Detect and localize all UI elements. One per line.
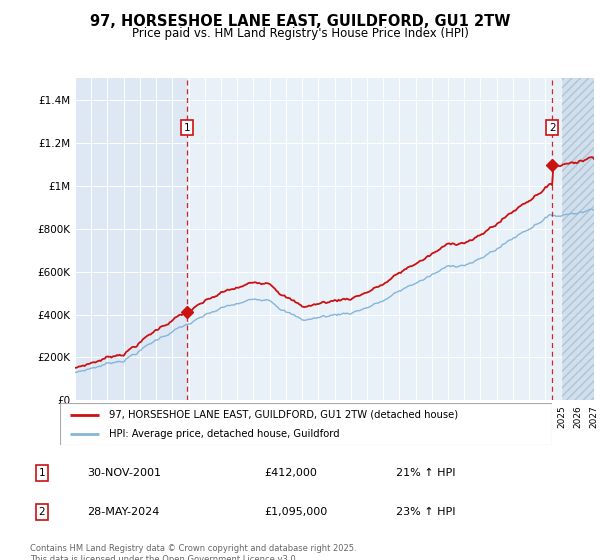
Text: 2: 2	[38, 507, 46, 517]
Text: 1: 1	[38, 468, 46, 478]
Text: 30-NOV-2001: 30-NOV-2001	[87, 468, 161, 478]
Text: 2: 2	[549, 123, 556, 133]
Text: 28-MAY-2024: 28-MAY-2024	[87, 507, 160, 517]
Bar	[562, 78, 594, 400]
Text: 21% ↑ HPI: 21% ↑ HPI	[396, 468, 455, 478]
Text: 97, HORSESHOE LANE EAST, GUILDFORD, GU1 2TW (detached house): 97, HORSESHOE LANE EAST, GUILDFORD, GU1 …	[109, 409, 458, 419]
Text: 1: 1	[184, 123, 191, 133]
Text: £412,000: £412,000	[264, 468, 317, 478]
Text: £1,095,000: £1,095,000	[264, 507, 327, 517]
Text: 97, HORSESHOE LANE EAST, GUILDFORD, GU1 2TW: 97, HORSESHOE LANE EAST, GUILDFORD, GU1 …	[90, 14, 510, 29]
Text: Price paid vs. HM Land Registry's House Price Index (HPI): Price paid vs. HM Land Registry's House …	[131, 27, 469, 40]
Text: 23% ↑ HPI: 23% ↑ HPI	[396, 507, 455, 517]
Bar	[187, 78, 594, 400]
Text: Contains HM Land Registry data © Crown copyright and database right 2025.
This d: Contains HM Land Registry data © Crown c…	[30, 544, 356, 560]
FancyBboxPatch shape	[60, 403, 552, 445]
Text: HPI: Average price, detached house, Guildford: HPI: Average price, detached house, Guil…	[109, 429, 340, 439]
